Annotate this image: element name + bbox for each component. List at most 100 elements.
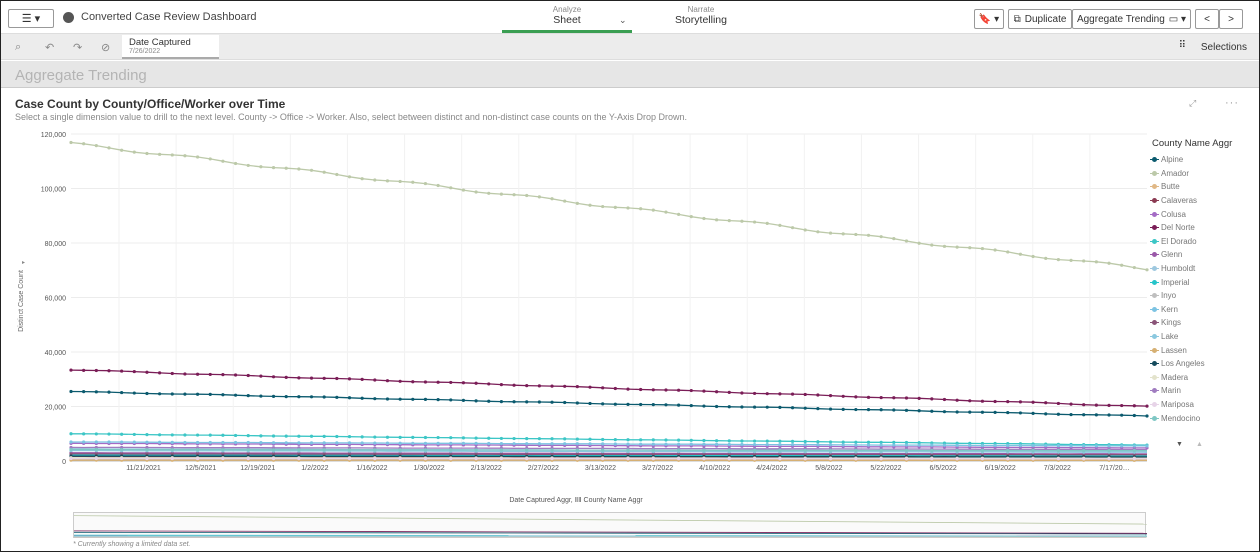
previous-sheet-button[interactable]: < bbox=[1195, 9, 1219, 29]
data-point[interactable] bbox=[727, 448, 731, 452]
data-point[interactable] bbox=[879, 452, 883, 457]
data-point[interactable] bbox=[1018, 443, 1023, 448]
data-point[interactable] bbox=[309, 441, 314, 445]
next-sheet-button[interactable]: > bbox=[1219, 9, 1243, 29]
data-point[interactable] bbox=[537, 437, 541, 441]
data-point[interactable] bbox=[487, 436, 491, 440]
data-point[interactable] bbox=[841, 394, 845, 398]
legend-item-butte[interactable]: Butte bbox=[1150, 180, 1252, 194]
data-point[interactable] bbox=[1145, 414, 1149, 418]
legend-item-del-norte[interactable]: Del Norte bbox=[1150, 221, 1252, 235]
data-point[interactable] bbox=[626, 387, 630, 391]
data-point[interactable] bbox=[803, 443, 807, 447]
data-point[interactable] bbox=[879, 395, 883, 400]
selections-button[interactable]: Selections bbox=[1200, 42, 1247, 53]
data-point[interactable] bbox=[955, 448, 959, 453]
data-point[interactable] bbox=[233, 393, 238, 397]
data-point[interactable] bbox=[120, 369, 124, 373]
data-point[interactable] bbox=[69, 447, 73, 452]
data-point[interactable] bbox=[613, 386, 617, 391]
data-point[interactable] bbox=[398, 441, 402, 445]
data-point[interactable] bbox=[803, 392, 807, 397]
legend-item-lake[interactable]: Lake bbox=[1150, 330, 1252, 344]
data-point[interactable] bbox=[1006, 457, 1010, 461]
data-point[interactable] bbox=[347, 441, 352, 445]
data-point[interactable] bbox=[664, 210, 668, 214]
legend-item-calaveras[interactable]: Calaveras bbox=[1150, 194, 1252, 208]
data-point[interactable] bbox=[69, 440, 73, 444]
data-point[interactable] bbox=[170, 433, 174, 437]
data-point[interactable] bbox=[145, 370, 149, 374]
data-point[interactable] bbox=[942, 443, 947, 447]
data-point[interactable] bbox=[930, 452, 934, 457]
data-point[interactable] bbox=[385, 435, 390, 439]
data-point[interactable] bbox=[854, 232, 858, 237]
data-point[interactable] bbox=[221, 373, 225, 377]
data-point[interactable] bbox=[879, 440, 883, 444]
data-point[interactable] bbox=[639, 402, 643, 407]
legend-scroll-up-icon[interactable]: ▲ bbox=[1196, 441, 1203, 448]
data-point[interactable] bbox=[1107, 403, 1111, 407]
data-point[interactable] bbox=[626, 457, 630, 461]
data-point[interactable] bbox=[588, 442, 592, 446]
data-point[interactable] bbox=[550, 197, 554, 201]
data-point[interactable] bbox=[879, 448, 883, 452]
data-point[interactable] bbox=[195, 433, 200, 437]
data-point[interactable] bbox=[841, 407, 845, 411]
data-point[interactable] bbox=[195, 155, 200, 159]
data-point[interactable] bbox=[1132, 404, 1136, 408]
data-point[interactable] bbox=[879, 235, 883, 239]
data-point[interactable] bbox=[575, 457, 579, 461]
data-point[interactable] bbox=[651, 438, 655, 442]
data-point[interactable] bbox=[563, 437, 567, 441]
data-point[interactable] bbox=[803, 439, 807, 444]
data-point[interactable] bbox=[993, 443, 997, 448]
data-point[interactable] bbox=[423, 181, 428, 186]
data-point[interactable] bbox=[170, 392, 174, 396]
data-point[interactable] bbox=[69, 368, 73, 372]
data-point[interactable] bbox=[1044, 401, 1048, 405]
legend-item-kings[interactable]: Kings bbox=[1150, 316, 1252, 330]
data-point[interactable] bbox=[94, 432, 98, 436]
data-point[interactable] bbox=[575, 448, 579, 452]
data-point[interactable] bbox=[575, 442, 579, 446]
data-point[interactable] bbox=[854, 457, 858, 461]
data-point[interactable] bbox=[740, 439, 744, 443]
data-point[interactable] bbox=[309, 376, 314, 380]
data-point[interactable] bbox=[94, 452, 98, 456]
data-point[interactable] bbox=[107, 432, 111, 436]
data-point[interactable] bbox=[1094, 260, 1098, 264]
data-point[interactable] bbox=[664, 403, 668, 407]
data-point[interactable] bbox=[525, 442, 529, 446]
data-point[interactable] bbox=[575, 437, 579, 441]
data-point[interactable] bbox=[752, 405, 757, 409]
data-point[interactable] bbox=[866, 440, 871, 444]
data-point[interactable] bbox=[436, 398, 440, 402]
data-point[interactable] bbox=[550, 457, 554, 461]
data-point[interactable] bbox=[904, 440, 909, 445]
data-point[interactable] bbox=[917, 409, 921, 413]
data-point[interactable] bbox=[1107, 444, 1111, 448]
data-point[interactable] bbox=[968, 246, 972, 250]
data-point[interactable] bbox=[613, 438, 617, 442]
data-point[interactable] bbox=[1069, 444, 1073, 448]
data-point[interactable] bbox=[221, 393, 225, 397]
data-point[interactable] bbox=[575, 201, 579, 205]
data-point[interactable] bbox=[398, 448, 402, 452]
data-point[interactable] bbox=[765, 221, 769, 226]
data-point[interactable] bbox=[347, 452, 352, 456]
data-point[interactable] bbox=[183, 154, 187, 158]
data-point[interactable] bbox=[816, 407, 820, 411]
data-point[interactable] bbox=[854, 407, 858, 412]
data-point[interactable] bbox=[449, 436, 453, 440]
data-point[interactable] bbox=[715, 442, 719, 446]
data-point[interactable] bbox=[968, 399, 972, 403]
smart-search-icon[interactable]: ⌕ bbox=[15, 41, 22, 53]
data-point[interactable] bbox=[765, 405, 769, 409]
data-point[interactable] bbox=[360, 435, 364, 439]
data-point[interactable] bbox=[968, 443, 972, 448]
data-point[interactable] bbox=[233, 373, 238, 377]
data-point[interactable] bbox=[677, 448, 681, 452]
data-point[interactable] bbox=[221, 448, 225, 452]
data-point[interactable] bbox=[677, 457, 681, 461]
